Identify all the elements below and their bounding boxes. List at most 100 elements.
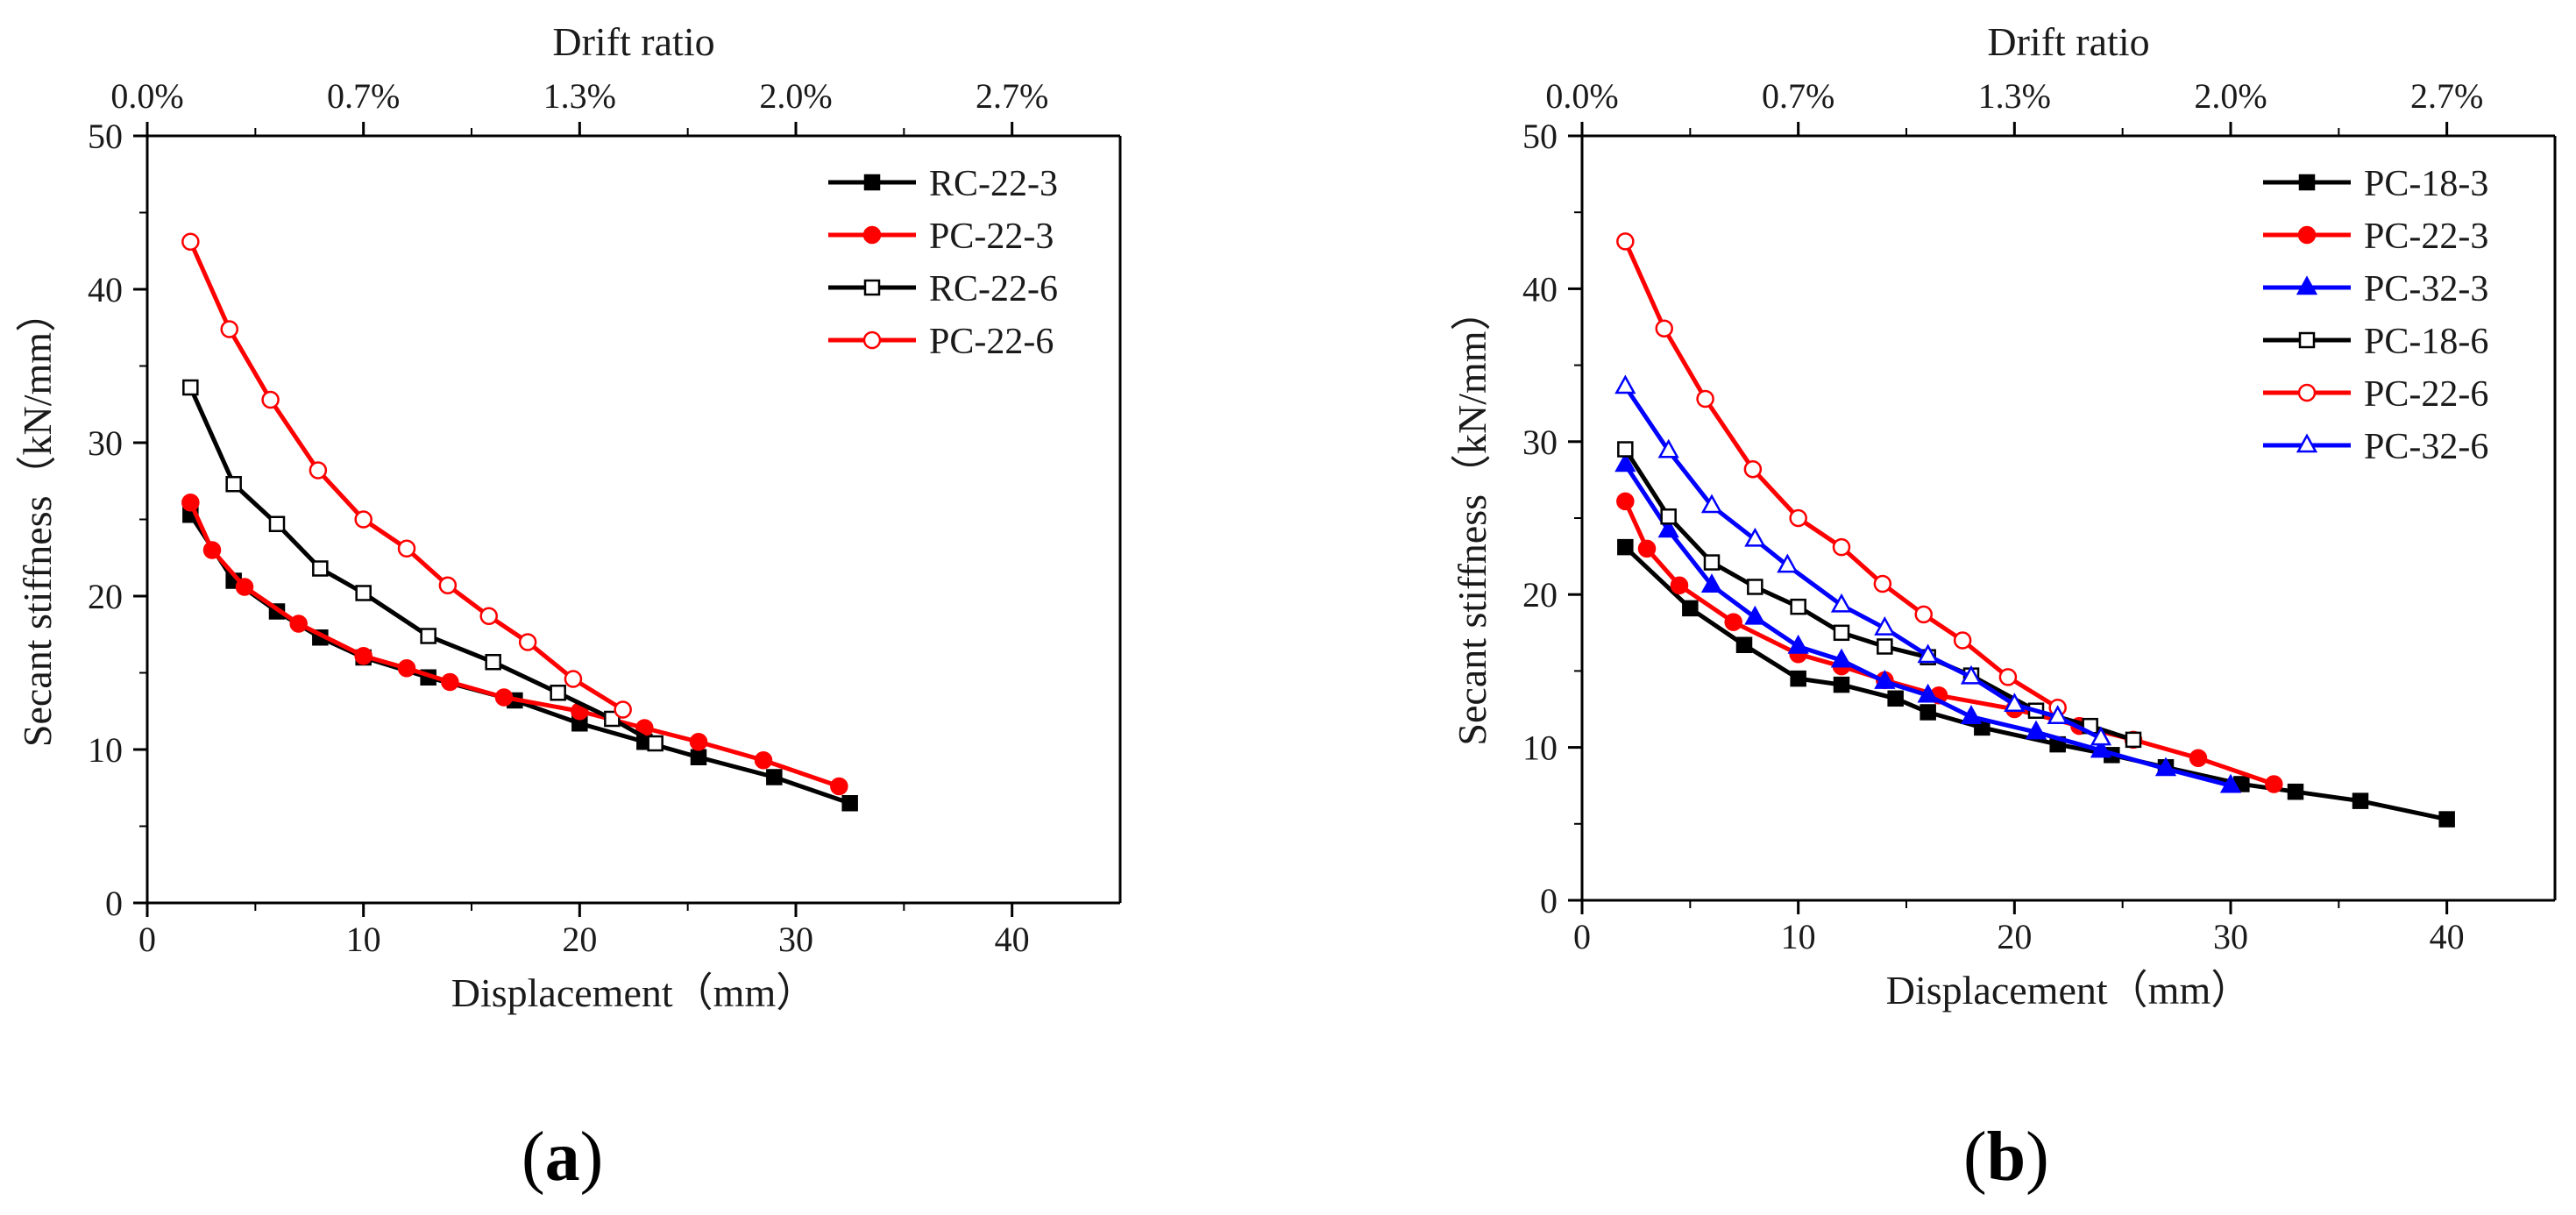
panel-label-a-letter: a	[544, 1119, 580, 1196]
panel-label-b-letter: b	[1986, 1119, 2026, 1196]
a-y-tick-label: 50	[88, 117, 123, 156]
a-series-PC-22-6	[181, 232, 632, 719]
b-data-point	[1637, 539, 1657, 558]
b-data-point	[1614, 374, 1636, 394]
a-data-point	[309, 461, 328, 480]
b-data-point	[1914, 605, 1933, 624]
b-data-point	[1830, 593, 1853, 613]
b-series-PC-32-3	[1614, 452, 2242, 793]
a-data-point	[397, 539, 416, 558]
b-y-tick-label: 20	[1522, 575, 1558, 615]
b-top-tick-label: 1.3%	[1978, 76, 2051, 116]
b-data-point	[2287, 783, 2304, 800]
b-data-point	[1874, 615, 1896, 636]
b-y-tick-label: 30	[1522, 423, 1558, 462]
a-data-point	[354, 647, 373, 665]
b-data-point	[1660, 508, 1677, 525]
b-data-point	[1953, 631, 1972, 650]
b-data-point	[1920, 704, 1936, 721]
a-x-axis-label: Displacement（mm）	[451, 970, 816, 1015]
a-y-tick-label: 0	[105, 884, 123, 923]
b-x-axis-label: Displacement（mm）	[1886, 968, 2251, 1012]
a-data-point	[485, 654, 501, 671]
a-top-axis-label: Drift ratio	[552, 19, 714, 64]
b-data-point	[1833, 676, 1850, 693]
b-data-point	[2025, 720, 2047, 740]
a-data-point	[690, 749, 707, 765]
a-data-point	[261, 390, 280, 409]
b-data-point	[1617, 538, 1634, 556]
b-x-tick-label: 20	[1997, 917, 2032, 956]
a-x-tick-label: 40	[995, 920, 1030, 959]
b-data-point	[1917, 683, 1939, 703]
b-data-point	[2154, 757, 2177, 777]
b-y-tick-label: 10	[1522, 728, 1558, 768]
b-data-point	[1960, 705, 1983, 724]
b-legend-item: PC-22-6	[2263, 374, 2488, 415]
a-legend-item: RC-22-3	[828, 164, 1058, 204]
a-x-tick-label: 10	[346, 920, 381, 959]
a-y-tick-label: 10	[88, 730, 123, 770]
b-data-point	[1787, 634, 1809, 654]
b-data-point	[1670, 576, 1689, 594]
panel-label-b: (b)	[1963, 1118, 2049, 1197]
b-data-point	[1617, 441, 1634, 458]
b-x-tick-label: 40	[2430, 917, 2465, 956]
b-data-point	[2047, 705, 2069, 724]
b-top-tick-label: 0.0%	[1545, 76, 1618, 116]
a-data-point	[564, 670, 583, 688]
b-legend-label: PC-32-6	[2364, 427, 2488, 467]
b-data-point	[1830, 648, 1853, 668]
b-data-point	[1874, 670, 1896, 689]
b-data-point	[2352, 792, 2369, 809]
b-legend-marker	[2298, 331, 2316, 349]
panel-label-b-close: )	[2026, 1119, 2049, 1196]
b-y-axis-label: Secant stiffness（kN/mm）	[1450, 290, 1494, 745]
a-series-line	[188, 501, 841, 789]
b-data-point	[1744, 605, 1766, 625]
a-data-point	[438, 576, 458, 594]
a-top-tick-label: 2.0%	[759, 76, 832, 116]
b-data-point	[1877, 638, 1893, 655]
a-data-point	[235, 578, 254, 596]
a-series-line	[188, 513, 851, 806]
a-data-point	[268, 515, 286, 532]
a-data-point	[830, 777, 848, 796]
a-top-tick-label: 1.3%	[543, 76, 616, 116]
a-data-point	[754, 751, 773, 770]
panel-label-a: (a)	[522, 1118, 603, 1197]
a-data-point	[766, 769, 783, 785]
b-data-point	[1744, 527, 1766, 547]
b-data-point	[2090, 738, 2112, 758]
b-legend-item: PC-18-6	[2263, 322, 2488, 362]
b-data-point	[2090, 726, 2112, 746]
b-data-point	[1832, 537, 1851, 557]
b-data-point	[2125, 731, 2142, 749]
b-x-tick-label: 0	[1573, 917, 1591, 956]
a-series-line	[188, 240, 624, 712]
b-legend-label: PC-18-3	[2364, 164, 2488, 204]
b-y-tick-label: 40	[1522, 269, 1558, 309]
b-data-point	[1833, 624, 1850, 642]
a-legend-label: PC-22-6	[929, 322, 1054, 362]
b-legend-item: PC-32-6	[2263, 427, 2488, 467]
b-data-point	[1743, 459, 1763, 479]
a-data-point	[182, 379, 199, 396]
a-legend-marker	[862, 225, 882, 245]
panel-label-a-close: )	[579, 1119, 604, 1196]
a-x-tick-label: 0	[138, 920, 156, 959]
b-data-point	[2219, 773, 2242, 793]
a-data-point	[494, 688, 514, 707]
a-data-point	[614, 700, 632, 719]
b-data-point	[1614, 452, 1636, 472]
a-top-tick-label: 0.0%	[110, 76, 183, 116]
a-x-tick-label: 30	[778, 920, 813, 959]
a-y-tick-label: 20	[88, 577, 123, 616]
b-legend-marker	[2296, 275, 2318, 295]
b-top-tick-label: 0.7%	[1762, 76, 1834, 116]
b-data-point	[1790, 670, 1806, 687]
b-legend-marker	[2297, 225, 2317, 245]
b-series-PC-32-6	[1614, 374, 2112, 746]
b-series-PC-18-3	[1617, 538, 2455, 828]
